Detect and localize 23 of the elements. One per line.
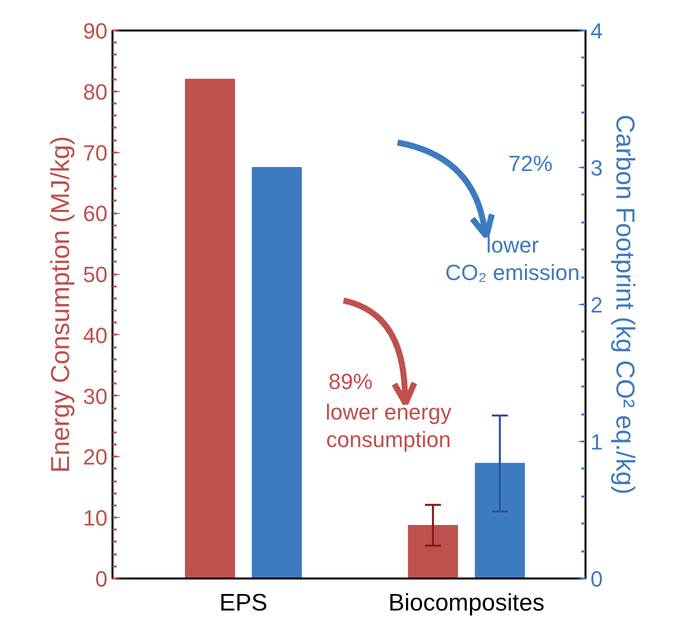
y-tick-label: 90 bbox=[83, 18, 108, 44]
y-tick-label: 10 bbox=[83, 506, 108, 531]
annotation: 72% bbox=[508, 151, 553, 176]
annotation: lower CO₂ emission bbox=[445, 232, 580, 285]
y2-tick-label: 4 bbox=[590, 18, 603, 44]
x-tick-label: Biocomposites bbox=[388, 590, 544, 616]
y-tick-label: 20 bbox=[83, 444, 108, 470]
y-tick-label: 60 bbox=[83, 201, 108, 226]
y-tick-label: 0 bbox=[95, 566, 108, 592]
y-tick-label: 70 bbox=[83, 140, 108, 166]
y-tick-label: 40 bbox=[83, 322, 108, 348]
y-axis-title: Energy Consumption (MJ/kg) bbox=[45, 136, 76, 473]
y-tick-label: 80 bbox=[83, 79, 108, 104]
annotation: 89% bbox=[328, 369, 373, 394]
y2-tick-label: 2 bbox=[590, 292, 603, 318]
y2-tick-label: 0 bbox=[590, 566, 603, 592]
y2-axis-title: Carbon Footprint (kg CO² eq./kg) bbox=[610, 114, 641, 495]
y2-tick-label: 3 bbox=[590, 156, 603, 180]
y2-tick-label: 1 bbox=[590, 430, 603, 454]
x-tick-label: EPS bbox=[219, 590, 268, 616]
y-tick-label: 30 bbox=[83, 384, 108, 409]
y-tick-label: 50 bbox=[83, 262, 108, 288]
annotation: lower energy consumption bbox=[326, 399, 452, 452]
